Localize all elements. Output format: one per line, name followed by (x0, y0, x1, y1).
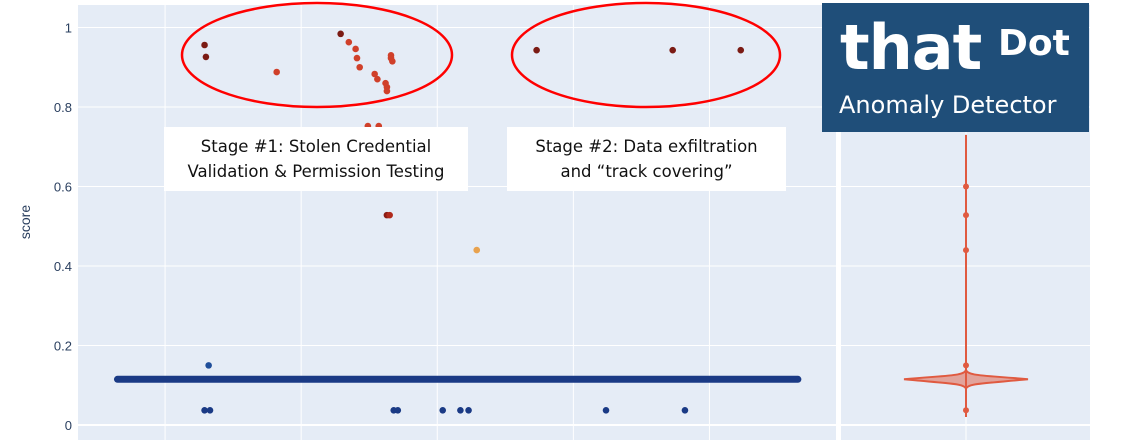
violin-outlier (963, 247, 969, 254)
data-point (337, 30, 344, 38)
data-point (202, 53, 210, 61)
thatdot-logo: that Dot Anomaly Detector (822, 3, 1089, 132)
logo-product: Anomaly Detector (839, 91, 1057, 119)
stage2-line1: Stage #2: Data exfiltration (535, 137, 758, 156)
stage2-ellipse (510, 1, 782, 109)
data-point (206, 406, 214, 414)
data-point (383, 87, 391, 95)
stage1-line1: Stage #1: Stolen Credential (200, 137, 432, 156)
data-point (356, 63, 363, 71)
data-point (273, 68, 280, 76)
data-point (465, 406, 472, 414)
data-point (386, 211, 393, 219)
data-point (201, 41, 208, 49)
data-point (473, 246, 481, 254)
data-point (533, 46, 540, 54)
data-point (394, 406, 402, 414)
data-point (374, 75, 381, 83)
violin-outlier (963, 362, 969, 369)
violin-outlier (963, 183, 969, 190)
data-point (352, 45, 359, 53)
data-point (345, 38, 353, 46)
y-tick-label: 0.6 (54, 180, 72, 195)
data-point (371, 70, 378, 78)
stage1-line2: Validation & Permission Testing (187, 162, 445, 181)
data-point (602, 406, 610, 414)
y-tick-label: 0.2 (54, 339, 72, 354)
data-point (439, 406, 447, 414)
stage2-line2: and “track covering” (560, 162, 733, 181)
y-axis-label: score (17, 205, 33, 239)
data-point (737, 46, 745, 54)
stage1-ellipse (180, 1, 454, 109)
data-point (457, 406, 464, 414)
violin-outlier (963, 212, 969, 219)
y-tick-label: 0.4 (54, 259, 72, 274)
violin-outlier (963, 407, 969, 414)
data-point (681, 406, 689, 414)
data-point (353, 54, 361, 62)
data-point (201, 406, 208, 414)
y-tick-label: 0.8 (54, 100, 72, 115)
stage2-annotation: Stage #2: Data exfiltration and “track co… (507, 127, 786, 191)
data-point (669, 46, 676, 54)
y-tick-label: 1 (65, 21, 72, 36)
stage1-annotation: Stage #1: Stolen Credential Validation & … (164, 127, 468, 191)
logo-dot: Dot (998, 23, 1070, 64)
plot-area (78, 5, 836, 440)
logo-that: that (840, 11, 982, 84)
data-point (389, 57, 396, 65)
data-point (205, 362, 212, 369)
y-tick-label: 0 (65, 418, 72, 433)
